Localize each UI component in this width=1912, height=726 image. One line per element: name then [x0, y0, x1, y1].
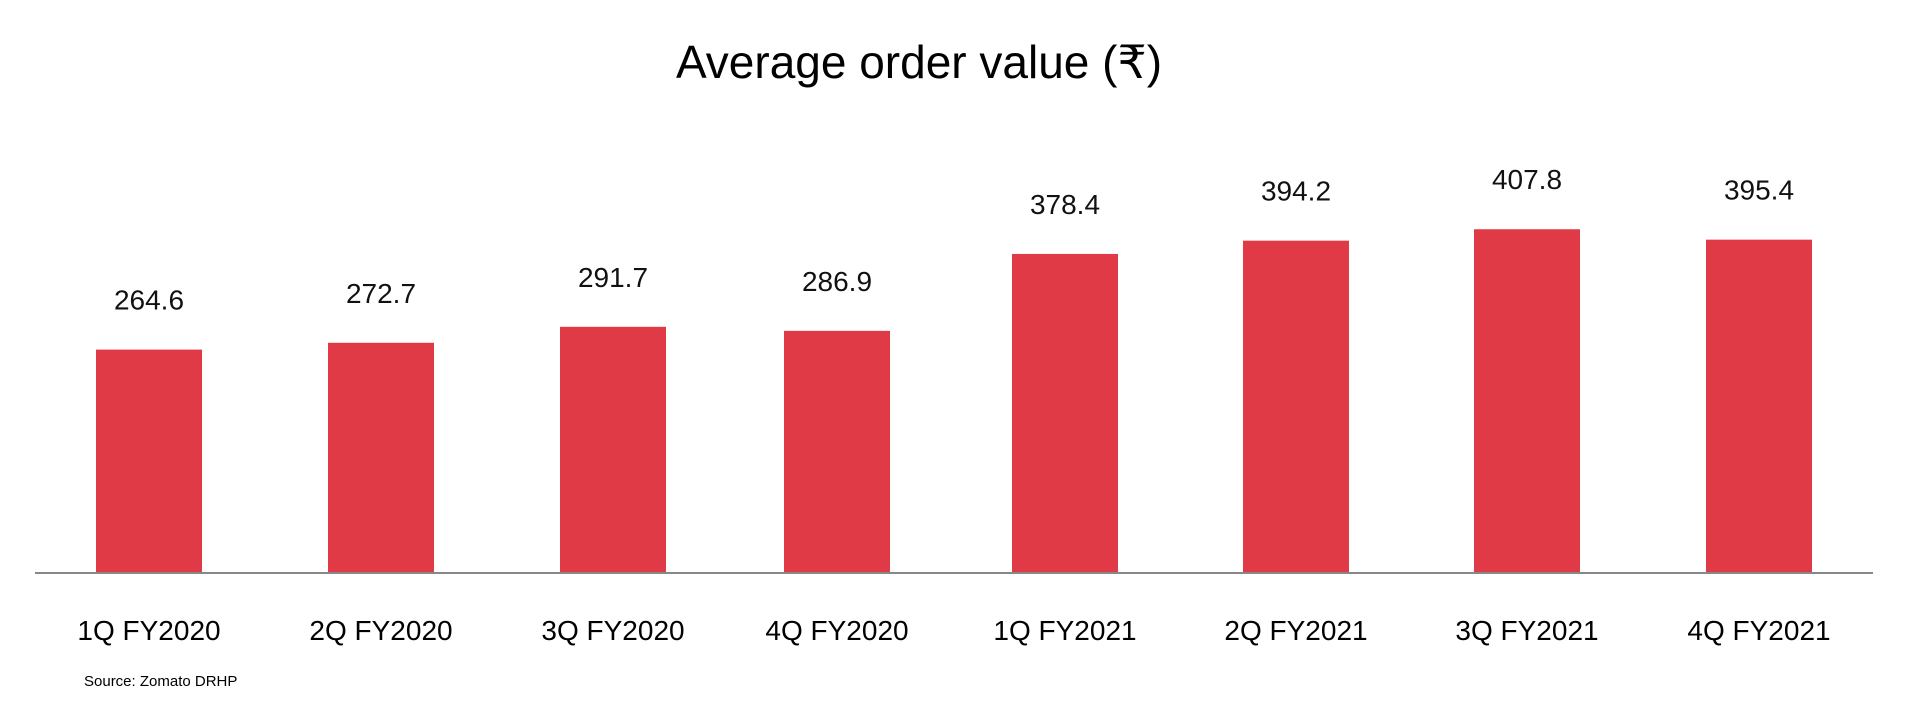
- chart-title: Average order value (₹): [676, 36, 1162, 88]
- data-label: 286.9: [802, 266, 872, 297]
- data-label: 291.7: [578, 262, 648, 293]
- source-note: Source: Zomato DRHP: [84, 673, 237, 690]
- x-tick-label: 2Q FY2021: [1224, 615, 1367, 646]
- x-tick-label: 3Q FY2021: [1455, 615, 1598, 646]
- x-tick-label: 4Q FY2021: [1687, 615, 1830, 646]
- bar-4q-fy2020: [784, 330, 890, 572]
- data-label: 394.2: [1261, 176, 1331, 207]
- x-tick-label: 2Q FY2020: [309, 615, 452, 646]
- x-tick-label: 4Q FY2020: [765, 615, 908, 646]
- data-labels-group: 264.6 272.7 291.7 286.9 378.4 394.2 407.8 395.4: [114, 164, 1794, 315]
- bars-group: [96, 229, 1812, 573]
- data-label: 407.8: [1492, 164, 1562, 195]
- x-tick-label: 1Q FY2020: [77, 615, 220, 646]
- x-tick-labels-group: 1Q FY2020 2Q FY2020 3Q FY2020 4Q FY2020 1Q F…: [77, 615, 1830, 646]
- bar-1q-fy2020: [96, 349, 202, 572]
- bar-3q-fy2021: [1474, 229, 1580, 573]
- x-tick-label: 1Q FY2021: [993, 615, 1136, 646]
- data-label: 378.4: [1030, 189, 1100, 220]
- bar-3q-fy2020: [560, 326, 666, 572]
- x-tick-label: 3Q FY2020: [541, 615, 684, 646]
- data-label: 272.7: [346, 278, 416, 309]
- data-label: 264.6: [114, 285, 184, 316]
- bar-2q-fy2021: [1243, 240, 1349, 572]
- bar-2q-fy2020: [328, 342, 434, 572]
- bar-4q-fy2021: [1706, 239, 1812, 572]
- data-label: 395.4: [1724, 175, 1794, 206]
- bar-1q-fy2021: [1012, 253, 1118, 572]
